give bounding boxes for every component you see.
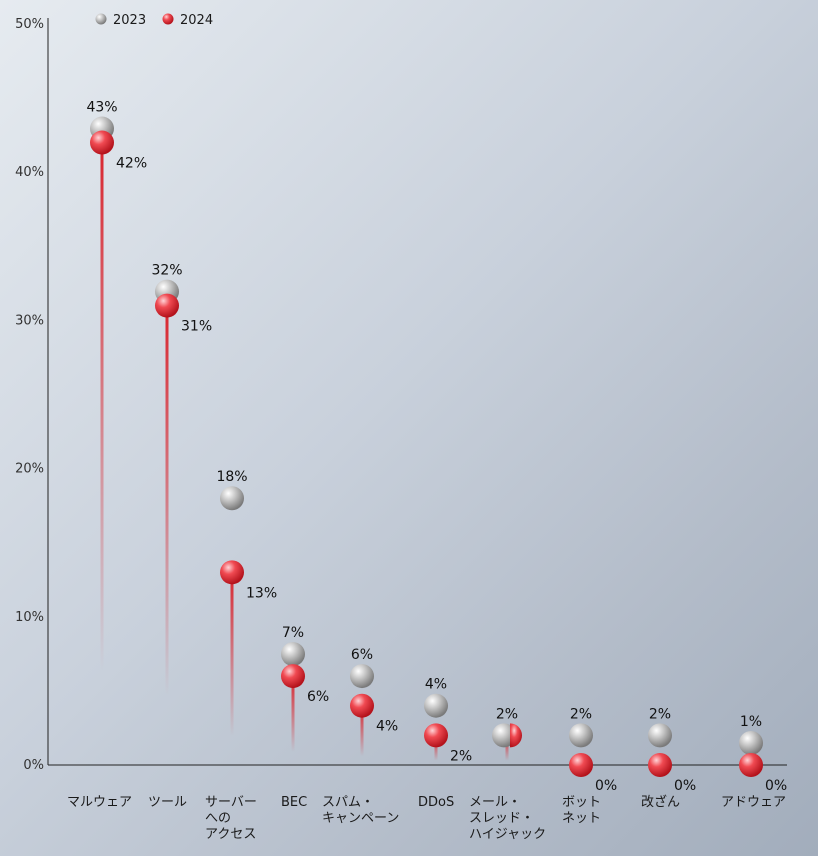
dot-2024 xyxy=(739,753,763,777)
value-label-2023: 7% xyxy=(282,625,304,641)
x-category-label: サーバーへのアクセス xyxy=(205,795,257,842)
value-label-2023: 32% xyxy=(151,263,182,279)
legend-label-2023: 2023 xyxy=(113,13,146,28)
dot-2023 xyxy=(739,731,763,755)
stem-2024 xyxy=(360,705,364,757)
value-label-2023: 4% xyxy=(425,677,447,693)
value-label-2023: 2% xyxy=(496,706,518,722)
value-label-2024: 2% xyxy=(450,748,472,764)
x-category-label: マルウェア xyxy=(67,795,132,810)
dot-2023 xyxy=(569,723,593,748)
x-category-label: ボットネット xyxy=(562,795,601,826)
stem-2024 xyxy=(230,572,234,737)
y-tick-label: 10% xyxy=(15,610,44,625)
dot-2023 xyxy=(220,486,244,511)
dot-2024 xyxy=(648,753,672,777)
x-category-label: BEC xyxy=(281,795,307,810)
x-category-label: スパム・キャンペーン xyxy=(322,795,399,826)
value-label-2023: 18% xyxy=(216,469,247,485)
dot-2024 xyxy=(281,664,305,689)
dot-2024 xyxy=(424,723,448,748)
value-label-2023: 2% xyxy=(649,706,671,722)
legend-marker-2024 xyxy=(162,13,174,25)
y-tick-label: 30% xyxy=(15,313,44,328)
x-category-label: 改ざん xyxy=(641,794,680,810)
dot-2024 xyxy=(350,693,374,718)
value-label-2024: 4% xyxy=(376,719,398,735)
x-category-label: アドウェア xyxy=(721,795,786,810)
dot-2023 xyxy=(350,664,374,689)
dot-2024 xyxy=(569,753,593,777)
y-tick-label: 20% xyxy=(15,462,44,477)
y-tick-label: 40% xyxy=(15,165,44,180)
x-category-label: ツール xyxy=(148,795,187,810)
value-label-2024: 13% xyxy=(246,585,277,601)
value-label-2023: 43% xyxy=(86,100,117,116)
dot-2023 xyxy=(424,693,448,718)
stem-2024 xyxy=(434,735,438,761)
dot-2024 xyxy=(220,560,244,585)
value-label-2023: 1% xyxy=(740,714,762,730)
legend-marker-2023 xyxy=(95,13,107,25)
x-category-label: メール・スレッド・ハイジャック xyxy=(469,795,546,842)
stem-2024 xyxy=(505,735,509,761)
y-tick-label: 50% xyxy=(15,17,44,32)
dot-2024 xyxy=(90,130,114,155)
value-label-2024: 6% xyxy=(307,689,329,705)
dot-2024 xyxy=(155,293,179,318)
value-label-2024: 42% xyxy=(116,156,147,172)
value-label-2024: 31% xyxy=(181,319,212,335)
value-label-2023: 6% xyxy=(351,647,373,663)
dot-2023 xyxy=(648,723,672,748)
dot-2023 xyxy=(281,642,305,667)
y-tick-label: 0% xyxy=(23,758,44,773)
stem-2024 xyxy=(100,142,104,672)
x-category-label: DDoS xyxy=(418,795,454,810)
value-label-2024: 0% xyxy=(595,778,617,794)
stem-2024 xyxy=(291,676,295,752)
legend-label-2024: 2024 xyxy=(180,13,213,28)
stem-2024 xyxy=(165,305,169,697)
value-label-2023: 2% xyxy=(570,706,592,722)
dot-2024 xyxy=(510,723,522,748)
value-label-2024: 0% xyxy=(674,778,696,794)
value-label-2024: 0% xyxy=(765,778,787,794)
